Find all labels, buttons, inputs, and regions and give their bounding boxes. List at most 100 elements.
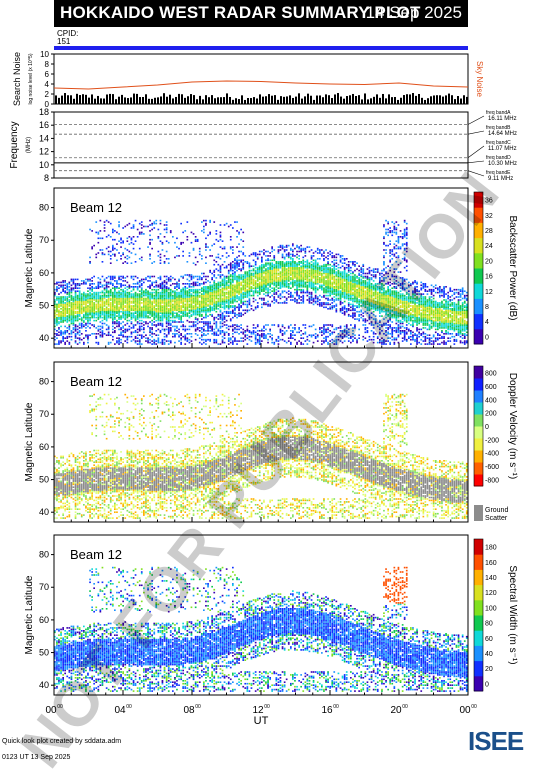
scatter-cell — [300, 337, 302, 339]
noise-bar — [202, 99, 204, 104]
scatter-cell — [336, 257, 338, 259]
scatter-cell — [236, 285, 238, 287]
scatter-cell — [178, 283, 180, 285]
scatter-cell — [108, 304, 110, 306]
scatter-cell — [75, 301, 77, 303]
scatter-cell — [311, 273, 313, 275]
scatter-cell — [170, 314, 172, 316]
scatter-cell — [292, 295, 294, 297]
scatter-cell — [209, 302, 211, 304]
scatter-cell — [358, 305, 360, 307]
scatter-cell — [313, 274, 315, 276]
scatter-cell — [162, 339, 164, 341]
scatter-cell — [346, 283, 348, 285]
scatter-cell — [100, 307, 102, 309]
scatter-cell — [139, 310, 141, 312]
scatter-cell — [60, 318, 62, 320]
scatter-cell — [85, 310, 87, 312]
scatter-cell — [222, 290, 224, 292]
scatter-cell — [302, 261, 304, 263]
scatter-cell — [110, 307, 112, 309]
scatter-cell — [344, 290, 346, 292]
scatter-cell — [106, 248, 108, 250]
scatter-cell — [292, 249, 294, 251]
scatter-cell — [348, 332, 350, 334]
scatter-cell — [224, 261, 226, 263]
scatter-cell — [110, 305, 112, 307]
scatter-cell — [120, 289, 122, 291]
scatter-cell — [315, 287, 317, 289]
scatter-cell — [292, 332, 294, 334]
scatter-cell — [224, 307, 226, 309]
scatter-cell — [207, 323, 209, 325]
scatter-cell — [149, 239, 151, 241]
scatter-cell — [292, 245, 294, 247]
scatter-cell — [151, 308, 153, 310]
scatter-cell — [143, 332, 145, 334]
scatter-cell — [158, 323, 160, 325]
scatter-cell — [220, 286, 222, 288]
scatter-cell — [164, 336, 166, 338]
scatter-cell — [170, 307, 172, 309]
scatter-cell — [62, 320, 64, 322]
scatter-cell — [232, 329, 234, 331]
scatter-cell — [98, 242, 100, 244]
scatter-cell — [189, 255, 191, 257]
scatter-cell — [114, 254, 116, 256]
scatter-cell — [158, 337, 160, 339]
scatter-cell — [135, 304, 137, 306]
scatter-cell — [340, 304, 342, 306]
scatter-cell — [342, 282, 344, 284]
scatter-cell — [350, 298, 352, 300]
scatter-cell — [238, 276, 240, 278]
scatter-cell — [112, 296, 114, 298]
scatter-cell — [83, 315, 85, 317]
scatter-cell — [195, 311, 197, 313]
scatter-cell — [112, 254, 114, 256]
scatter-cell — [60, 299, 62, 301]
scatter-cell — [294, 298, 296, 300]
scatter-cell — [356, 339, 358, 341]
scatter-cell — [213, 283, 215, 285]
scatter-cell — [195, 292, 197, 294]
scatter-cell — [238, 280, 240, 282]
scatter-cell — [261, 260, 263, 262]
scatter-cell — [205, 243, 207, 245]
scatter-cell — [166, 302, 168, 304]
scatter-cell — [211, 298, 213, 300]
scatter-cell — [234, 290, 236, 292]
scatter-cell — [342, 330, 344, 332]
scatter-cell — [77, 329, 79, 331]
scatter-cell — [141, 308, 143, 310]
scatter-cell — [168, 324, 170, 326]
scatter-cell — [273, 277, 275, 279]
scatter-cell — [89, 296, 91, 298]
scatter-cell — [93, 292, 95, 294]
scatter-cell — [232, 333, 234, 335]
scatter-cell — [127, 292, 129, 294]
scatter-cell — [352, 312, 354, 314]
scatter-cell — [333, 290, 335, 292]
scatter-cell — [255, 264, 257, 266]
scatter-cell — [102, 310, 104, 312]
scatter-cell — [224, 299, 226, 301]
scatter-cell — [216, 287, 218, 289]
scatter-cell — [346, 276, 348, 278]
scatter-cell — [184, 301, 186, 303]
scatter-cell — [87, 336, 89, 338]
scatter-cell — [143, 233, 145, 235]
scatter-cell — [317, 271, 319, 273]
noise-bar — [178, 94, 180, 104]
scatter-cell — [139, 330, 141, 332]
scatter-cell — [242, 265, 244, 267]
scatter-cell — [170, 276, 172, 278]
scatter-cell — [282, 296, 284, 298]
noise-bar — [346, 96, 348, 104]
scatter-cell — [286, 280, 288, 282]
scatter-cell — [116, 302, 118, 304]
scatter-cell — [317, 267, 319, 269]
scatter-cell — [91, 333, 93, 335]
scatter-cell — [261, 261, 263, 263]
scatter-cell — [102, 317, 104, 319]
scatter-cell — [276, 301, 278, 303]
